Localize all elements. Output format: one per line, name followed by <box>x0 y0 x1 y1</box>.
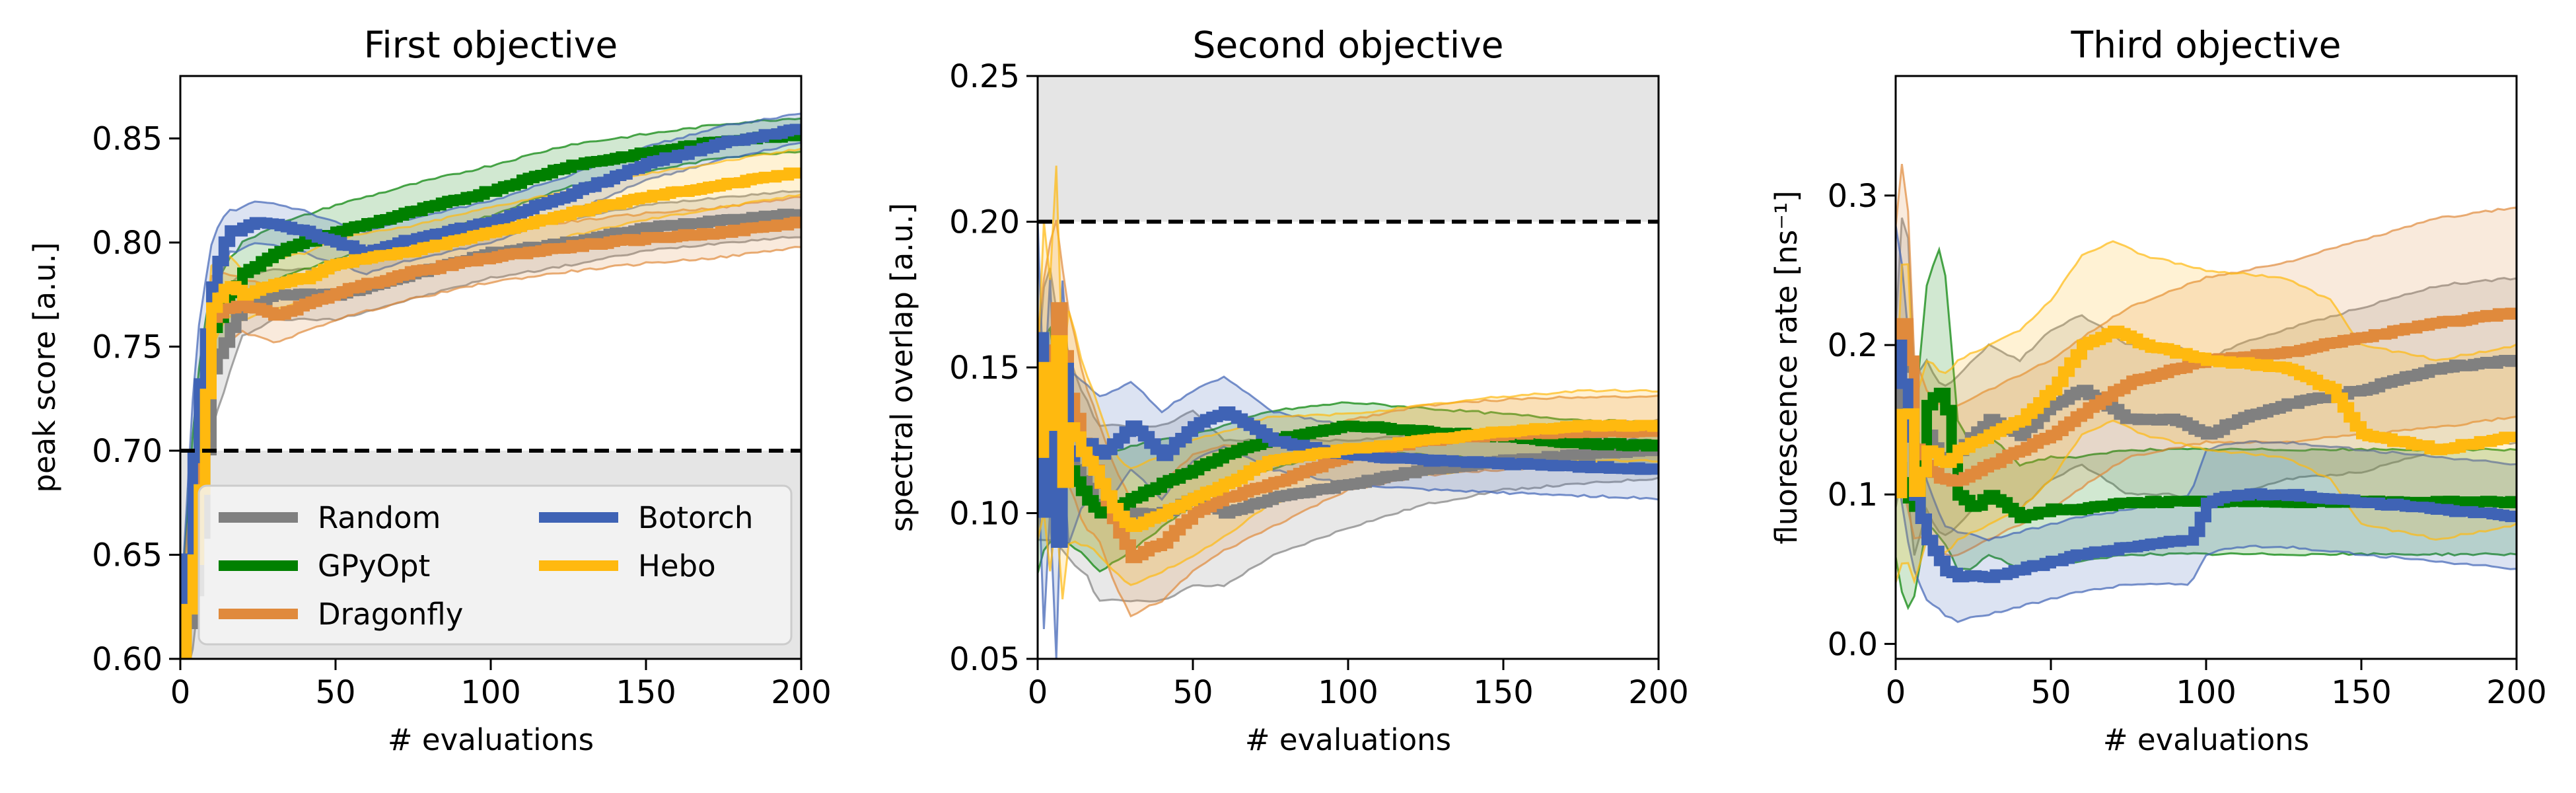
legend: Random GPyOpt Dragonfly Botorch Hebo <box>197 484 793 646</box>
x-tick-label: 100 <box>1318 674 1378 711</box>
x-tick-label: 100 <box>460 674 521 711</box>
x-tick-label: 0 <box>1886 674 1906 711</box>
series-line-gpyopt <box>1038 420 1659 519</box>
chart-title: Second objective <box>1192 24 1503 66</box>
x-tick-label: 0 <box>170 674 191 711</box>
y-tick-label: 0.20 <box>949 204 1020 241</box>
series-line-random <box>1038 398 1659 519</box>
chart-panel-second-objective: 0 50 100 150 200 0.05 0.10 0.15 0.20 0.25 Second o… <box>884 24 1689 757</box>
y-tick-label: 0.0 <box>1828 626 1878 663</box>
plot-area <box>1038 165 1659 659</box>
chart-title: Third objective <box>2071 24 2342 66</box>
y-tick-label: 0.75 <box>92 329 162 366</box>
y-tick-label: 0.70 <box>92 433 162 470</box>
y-tick-label: 0.15 <box>949 350 1020 387</box>
x-tick-label: 200 <box>1628 674 1689 711</box>
legend-label-random: Random <box>318 500 441 535</box>
y-tick-label: 0.05 <box>949 641 1020 678</box>
x-tick-label: 150 <box>1473 674 1534 711</box>
series-line-hebo <box>180 167 801 659</box>
y-tick-label: 0.25 <box>949 58 1020 95</box>
x-tick-label: 50 <box>315 674 355 711</box>
y-axis-label: peak score [a.u.] <box>27 242 62 492</box>
x-tick-label: 100 <box>2176 674 2236 711</box>
x-tick-label: 50 <box>1172 674 1213 711</box>
band-gpyopt <box>1896 246 2517 611</box>
y-axis-label: fluorescence rate [ns⁻¹] <box>1769 190 1804 544</box>
x-tick-label: 150 <box>616 674 676 711</box>
series-line-hebo <box>1038 335 1659 532</box>
series-line-botorch <box>1896 339 2517 584</box>
chart-title: First objective <box>364 24 618 66</box>
plot-area <box>1896 164 2517 623</box>
x-axis-label: # evaluations <box>1245 722 1451 757</box>
x-axis-label: # evaluations <box>388 722 594 757</box>
threshold-region <box>1038 76 1659 222</box>
y-tick-label: 0.1 <box>1828 476 1878 513</box>
legend-label-dragonfly: Dragonfly <box>318 597 463 632</box>
chart-panel-first-objective: 0 50 100 150 200 0.60 0.65 0.70 0.75 0.80 0.85 Firs… <box>27 24 832 757</box>
plot-area <box>180 112 801 659</box>
x-tick-label: 150 <box>2331 674 2392 711</box>
y-tick-label: 0.60 <box>92 641 162 678</box>
x-axis-label: # evaluations <box>2103 722 2309 757</box>
y-tick-label: 0.85 <box>92 121 162 158</box>
y-axis-label: spectral overlap [a.u.] <box>884 203 919 532</box>
y-tick-label: 0.65 <box>92 537 162 574</box>
x-tick-label: 200 <box>771 674 832 711</box>
x-tick-label: 200 <box>2486 674 2547 711</box>
legend-label-hebo: Hebo <box>638 548 716 584</box>
legend-label-gpyopt: GPyOpt <box>318 548 430 584</box>
x-tick-label: 0 <box>1028 674 1048 711</box>
y-tick-label: 0.2 <box>1828 327 1878 364</box>
legend-box <box>197 484 793 646</box>
y-tick-label: 0.10 <box>949 496 1020 533</box>
series-line-dragonfly <box>180 216 801 659</box>
series-line-hebo <box>1896 325 2517 498</box>
series-line-botorch <box>180 124 801 659</box>
chart-panel-third-objective: 0 50 100 150 200 0.0 0.1 0.2 0.3 Third objective #… <box>1769 24 2547 757</box>
legend-label-botorch: Botorch <box>638 500 753 535</box>
x-tick-label: 50 <box>2030 674 2071 711</box>
y-tick-label: 0.80 <box>92 225 162 262</box>
y-tick-label: 0.3 <box>1828 178 1878 215</box>
